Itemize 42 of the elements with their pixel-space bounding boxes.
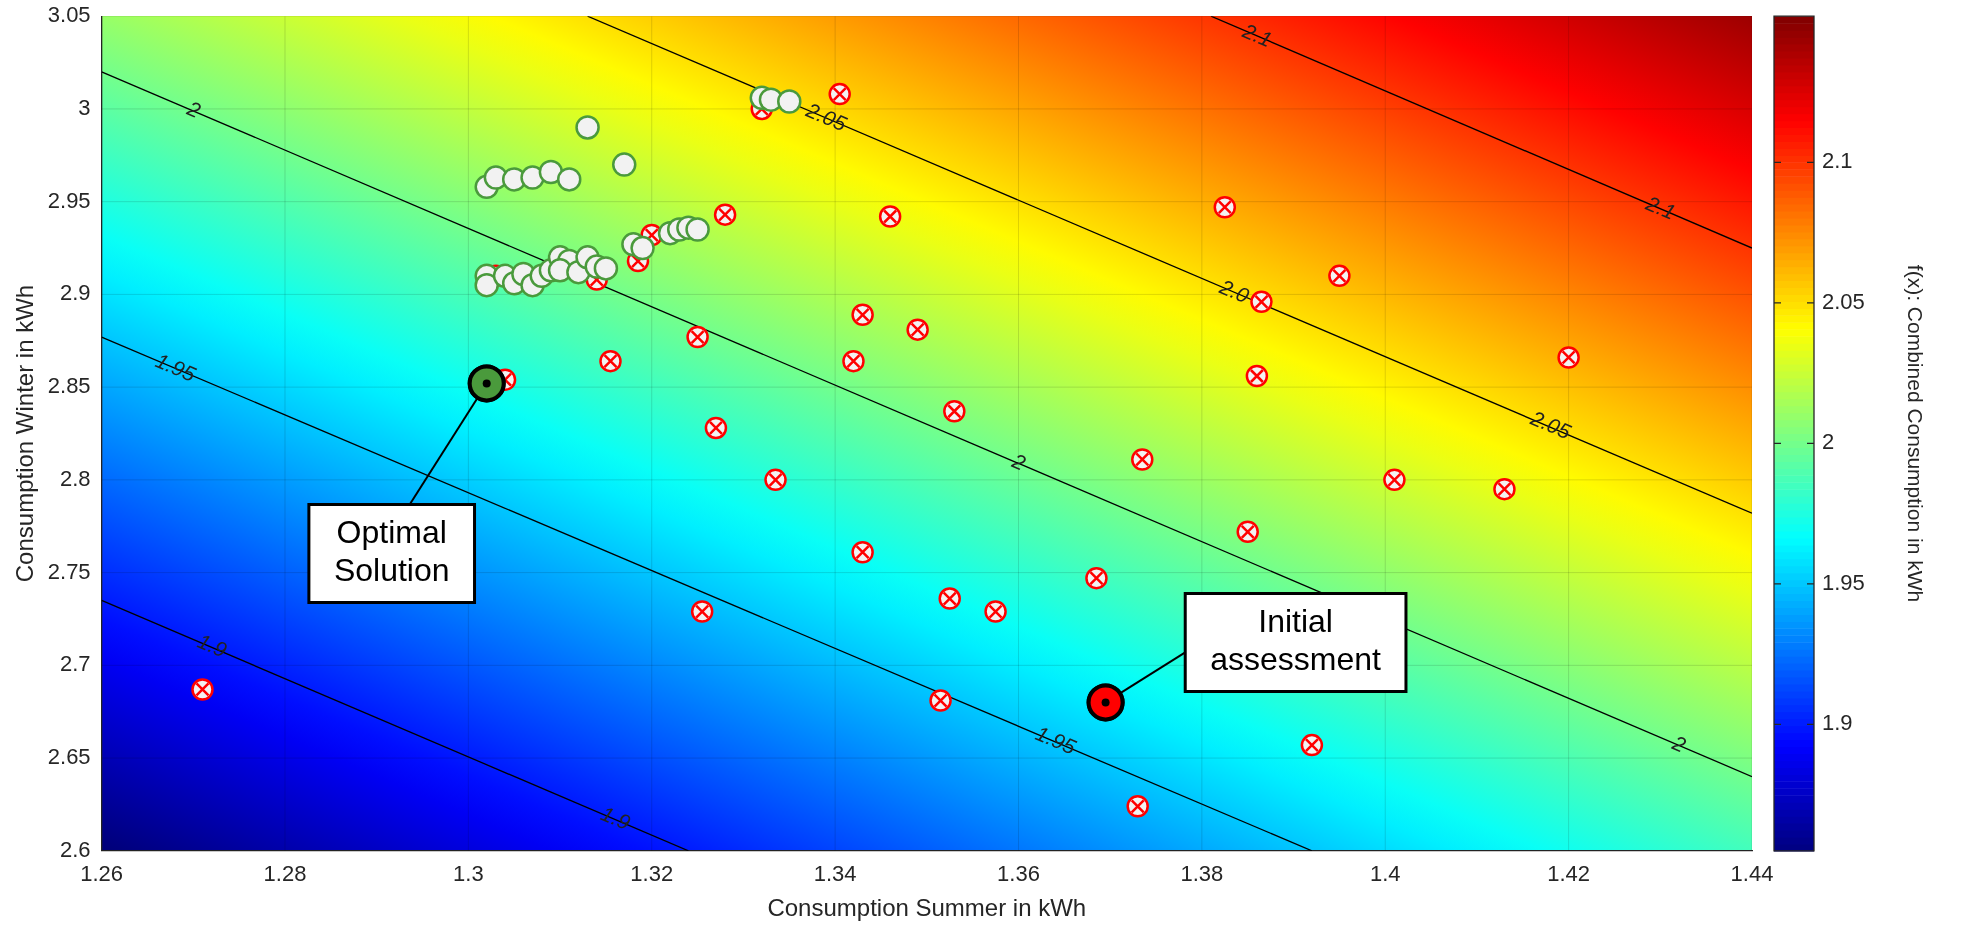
- annotation: 1.9: [194, 628, 231, 662]
- y-tick-label: 2.8: [60, 465, 91, 491]
- color-bar-label: 2: [1822, 429, 1835, 455]
- annotation: 2: [183, 96, 205, 123]
- annotation: 1.9: [597, 801, 634, 835]
- y-tick-label: 2.7: [60, 651, 91, 677]
- annotation: 2: [1668, 730, 1690, 757]
- y-tick-label: 2.95: [47, 187, 91, 213]
- x-tick-label: 1.36: [997, 861, 1040, 887]
- x-tick-label: 1.3: [453, 861, 484, 887]
- y-tick-label: 2.65: [47, 744, 91, 770]
- x-tick-label: 1.34: [813, 861, 857, 887]
- x-tick-label: 1.44: [1730, 861, 1774, 887]
- color-bar-label: 1.9: [1822, 710, 1853, 736]
- color-bar-label: 1.95: [1822, 569, 1865, 595]
- x-tick-label: 1.26: [80, 861, 124, 887]
- annotation: 2: [1008, 448, 1030, 475]
- y-tick-label: 2.9: [60, 280, 91, 306]
- color-bar-label: 2.1: [1822, 148, 1853, 174]
- y-axis-title: Consumption Winter in kWh: [11, 284, 39, 583]
- x-axis-title: Consumption Summer in kWh: [767, 894, 1087, 922]
- y-tick-label: 3: [78, 95, 91, 120]
- x-tick-label: 1.28: [263, 861, 307, 887]
- y-tick-label: 3.05: [47, 2, 91, 28]
- annotation: 2.1: [1642, 190, 1679, 224]
- x-tick-label: 1.38: [1180, 861, 1224, 887]
- color-bar-title: f(x): Combined Consumption in kWh: [1904, 264, 1928, 603]
- x-tick-label: 1.4: [1369, 861, 1401, 887]
- x-tick-label: 1.42: [1547, 861, 1591, 887]
- text: Optimal Solution: [333, 514, 450, 589]
- annotation: 2.1: [1238, 18, 1276, 52]
- y-tick-label: 2.6: [60, 836, 91, 862]
- y-tick-label: 2.75: [47, 558, 91, 584]
- annotation: 2.05: [802, 97, 851, 136]
- annotation: 2.05: [1526, 405, 1575, 444]
- annotation: 1.95: [152, 348, 200, 386]
- color-bar-label: 2.05: [1822, 288, 1865, 314]
- annotation: 2.0: [1215, 274, 1253, 308]
- y-tick-label: 2.85: [47, 373, 91, 399]
- annotation: 1.95: [1032, 721, 1080, 759]
- text: Initial assessment: [1210, 603, 1382, 678]
- x-tick-label: 1.32: [630, 861, 674, 887]
